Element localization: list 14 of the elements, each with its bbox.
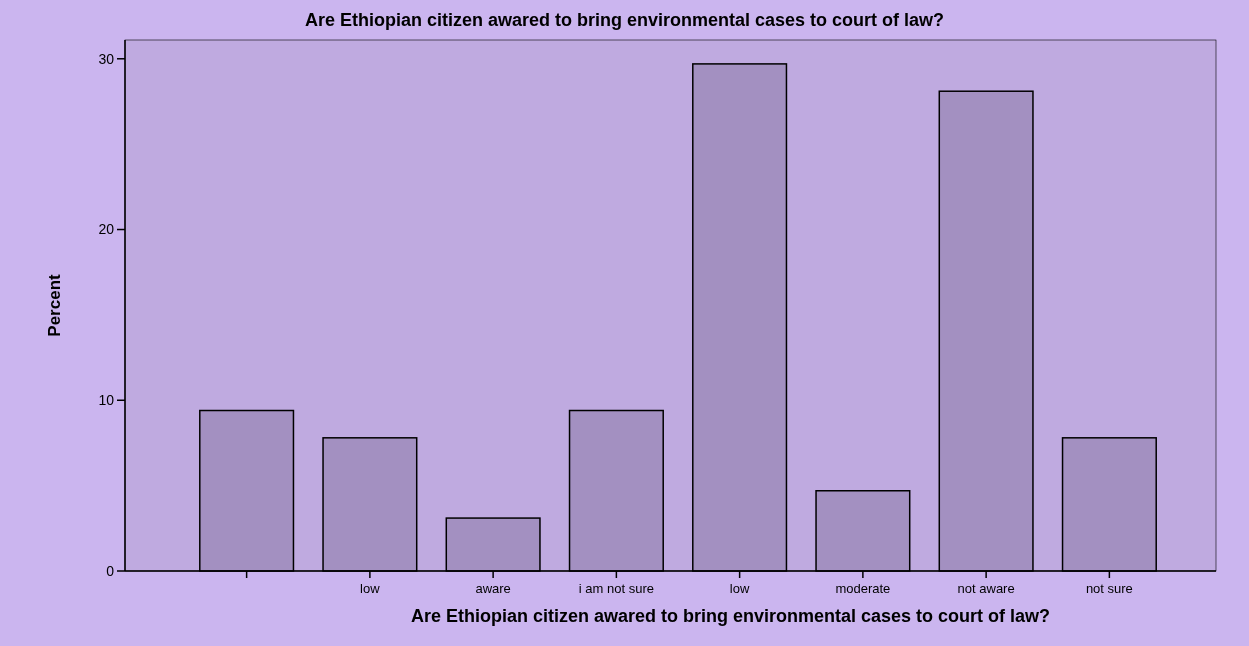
x-tick-label: low bbox=[729, 581, 750, 596]
x-tick-label: aware bbox=[475, 581, 511, 596]
x-tick-label: not sure bbox=[1085, 581, 1133, 596]
x-tick-label: i am not sure bbox=[578, 581, 654, 596]
chart-title: Are Ethiopian citizen awared to bring environmental cases to court of law? bbox=[304, 10, 945, 30]
x-tick-label: not aware bbox=[957, 581, 1015, 596]
x-tick-label: moderate bbox=[835, 581, 891, 596]
y-tick-label: 10 bbox=[98, 392, 115, 409]
y-tick-label: 20 bbox=[98, 221, 115, 238]
y-tick-label: 30 bbox=[98, 50, 115, 67]
x-axis-title: Are Ethiopian citizen awared to bring environmental cases to court of law? bbox=[410, 606, 1051, 626]
y-tick-label: 0 bbox=[106, 562, 115, 579]
y-axis-title: Percent bbox=[45, 273, 64, 337]
x-tick-label: low bbox=[360, 581, 381, 596]
